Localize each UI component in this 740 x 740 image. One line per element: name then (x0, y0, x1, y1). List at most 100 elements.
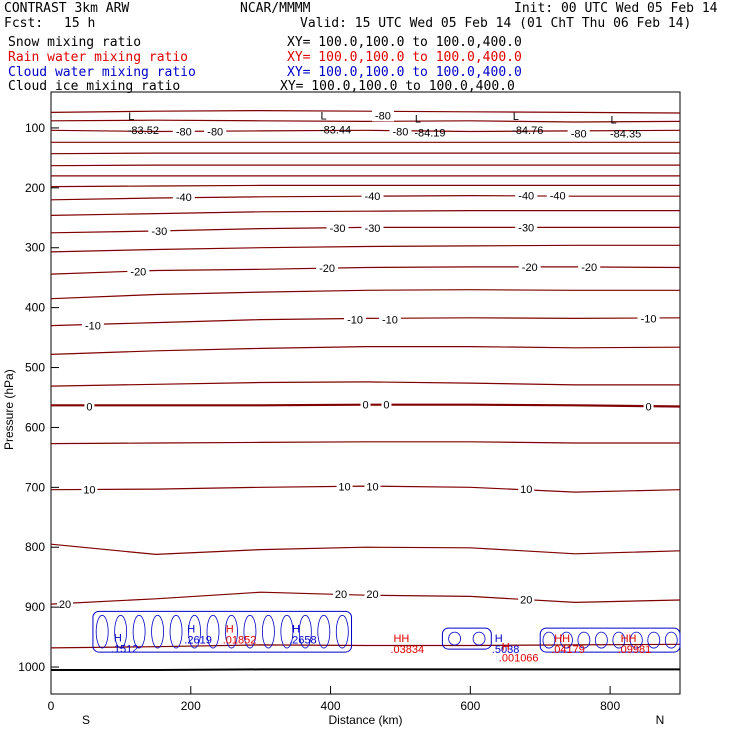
y-tick-label: 200 (25, 181, 45, 195)
y-tick-label: 900 (25, 600, 45, 614)
maximum-marker: HH (393, 633, 409, 645)
maximum-marker: H (292, 623, 300, 635)
contour-label: -20 (581, 262, 597, 274)
cloud-water-cell (298, 614, 312, 649)
isotherm-iso-19 (50, 441, 680, 445)
isotherm-ground (51, 668, 680, 671)
isotherm-iso-5 (50, 152, 680, 155)
contour-label: -80 (392, 127, 408, 139)
contour-label-bg (364, 587, 381, 600)
y-tick-label: 300 (25, 241, 45, 255)
contour-label: -30 (365, 223, 381, 235)
maximum-marker: H (502, 641, 510, 653)
contour-label: -20 (319, 263, 335, 275)
contour-label: -30 (518, 222, 534, 234)
contour-label-bg (148, 224, 171, 237)
maximum-value: .03834 (390, 644, 424, 656)
legend-snow-name: Snow mixing ratio (8, 35, 142, 50)
x-tick-label: 800 (600, 699, 620, 713)
minimum-value: -83.52 (128, 125, 159, 137)
contour-label-bg (637, 312, 660, 325)
y-tick-label: 100 (25, 121, 45, 135)
fcst-value: 15 h (64, 16, 96, 31)
y-tick-label: 800 (25, 540, 45, 554)
y-axis-title: Pressure (hPa) (2, 369, 16, 450)
y-tick-label: 700 (25, 480, 45, 494)
contour-label: -40 (176, 192, 192, 204)
contour-label: 20 (520, 594, 532, 606)
isotherm-iso-23 (50, 643, 681, 649)
contour-label: -20 (130, 267, 146, 279)
maximum-marker: H (226, 623, 234, 635)
contour-label: -30 (330, 223, 346, 235)
legend-rain-xy: XY= 100.0,100.0 to 100.0,400.0 (287, 50, 522, 65)
cloud-water-cell (225, 614, 238, 649)
cloud-water-region-0 (92, 610, 353, 653)
minimum-value: -84.76 (512, 125, 543, 137)
isotherm-iso-8 (50, 184, 680, 188)
contour-label-bg (643, 400, 654, 413)
contour-label: -10 (641, 313, 657, 325)
minimum-marker: L (415, 113, 421, 125)
cloud-water-cell (594, 631, 608, 649)
model-title: CONTRAST 3km ARW (4, 1, 130, 16)
x-tick-label: 400 (321, 699, 341, 713)
contour-label-bg (567, 127, 590, 140)
maximum-marker: H (114, 632, 122, 644)
minimum-marker: L (321, 110, 327, 122)
contour-label: -10 (85, 321, 101, 333)
contour-label: 20 (366, 589, 378, 601)
contour-label-bg (515, 221, 538, 234)
legend-rain-name: Rain water mixing ratio (8, 50, 189, 65)
y-tick-label: 1000 (18, 660, 45, 674)
legend-cloudwater-xy: XY= 100.0,100.0 to 100.0,400.0 (287, 65, 522, 80)
contour-label-bg (344, 313, 367, 326)
maximum-value: .2619 (184, 634, 212, 646)
contour-label-bg (361, 190, 384, 203)
maximum-value: .5038 (492, 644, 520, 656)
legend-cloudice-xy: XY= 100.0,100.0 to 100.0,400.0 (280, 79, 515, 94)
isotherm-iso-16 (50, 346, 681, 355)
maximum-marker: HH (621, 633, 637, 645)
cloud-water-cell (132, 614, 146, 649)
isotherm-iso-1 (50, 109, 681, 114)
extrema-markers: L-83.52L-83.44L-84.19L-84.76L-84.35H.151… (111, 110, 651, 664)
contour-label-bg (326, 221, 349, 234)
contour-label: 20 (335, 589, 347, 601)
maximum-value: .04179 (551, 644, 585, 656)
isotherm-iso-6 (50, 164, 680, 167)
cloud-water-cell (206, 614, 220, 649)
contour-label-bg (81, 319, 104, 332)
contour-label: 0 (362, 400, 368, 412)
x-tick-label: 600 (460, 699, 480, 713)
contour-label-bg (546, 189, 569, 202)
contour-label: -80 (176, 127, 192, 139)
maximum-marker: HH (554, 633, 570, 645)
maximum-marker: H (495, 633, 503, 645)
cloud-water-cell (335, 614, 349, 649)
contour-label-bg (360, 398, 371, 411)
cloud-water-cell (448, 631, 462, 646)
contour-label-bg (371, 109, 394, 122)
minimum-value: -84.19 (414, 127, 445, 139)
contour-label-bg (333, 587, 350, 600)
x-axis-title: Distance (km) (328, 713, 402, 727)
contour-label: 20 (59, 599, 71, 611)
legend-cloudice-name: Cloud ice mixing ratio (8, 79, 181, 94)
contour-label-bg (518, 593, 535, 606)
x-tick-label: 200 (181, 699, 201, 713)
contour-label: 0 (86, 401, 92, 413)
isotherm-iso-2 (50, 119, 681, 123)
minimum-value: -83.44 (320, 124, 351, 136)
center-title: NCAR/MMMM (240, 1, 311, 16)
contour-label: 0 (645, 401, 651, 413)
cloud-water-cell (629, 631, 643, 649)
contour-label-bg (518, 260, 541, 273)
cloud-water-cell (114, 614, 128, 649)
maximum-value: .001066 (499, 652, 539, 664)
maximum-value: .1512 (111, 643, 139, 655)
contour-label-bg (204, 125, 227, 138)
contour-label: -40 (365, 191, 381, 203)
contour-label-bg (381, 398, 392, 411)
